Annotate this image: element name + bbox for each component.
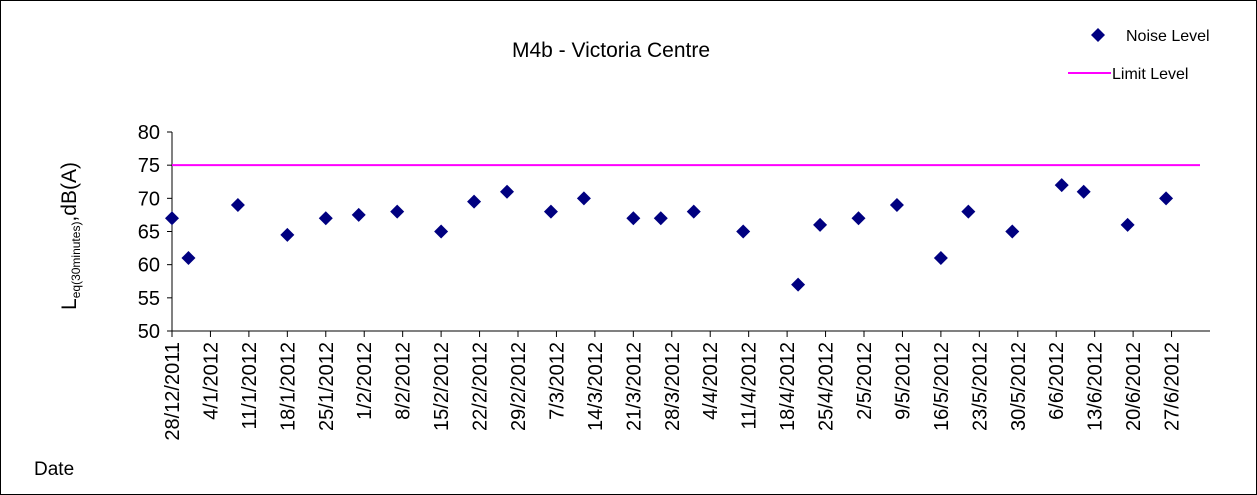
x-tick-label: 11/1/2012 — [239, 342, 261, 430]
noise-level-point — [686, 204, 701, 219]
x-tick-label: 20/6/2012 — [1123, 342, 1145, 431]
noise-level-point — [791, 277, 806, 292]
x-tick-label: 8/2/2012 — [393, 342, 415, 420]
y-tick-label: 50 — [138, 321, 160, 343]
noise-level-point — [181, 251, 196, 266]
noise-level-point — [351, 207, 366, 222]
chart-title: M4b - Victoria Centre — [512, 39, 710, 62]
noise-level-point — [1054, 178, 1069, 193]
noise-level-point — [165, 211, 179, 226]
noise-level-point — [576, 191, 591, 206]
noise-level-point — [500, 184, 515, 199]
x-tick-label: 11/4/2012 — [739, 342, 761, 430]
legend-noise-level-label: Noise Level — [1126, 28, 1210, 45]
y-tick-label: 80 — [138, 122, 160, 144]
x-tick-label: 9/5/2012 — [892, 342, 914, 420]
noise-level-point — [626, 211, 641, 226]
x-tick-label: 16/5/2012 — [931, 342, 953, 431]
y-ticks: 50 55 60 65 70 75 80 — [138, 122, 172, 343]
x-tick-label: 13/6/2012 — [1085, 342, 1107, 431]
y-tick-label: 55 — [138, 288, 160, 310]
noise-level-point — [318, 211, 333, 226]
x-tick-label: 25/1/2012 — [316, 342, 338, 431]
x-tick-label: 14/3/2012 — [585, 342, 607, 431]
noise-level-point — [280, 227, 295, 242]
series — [165, 164, 1200, 292]
x-tick-label: 27/6/2012 — [1162, 342, 1184, 431]
x-ticks: 28/12/2011 4/1/2012 11/1/2012 18/1/2012 25/1… — [162, 331, 1184, 441]
x-tick-label: 22/2/2012 — [470, 342, 492, 431]
axes — [171, 132, 1210, 332]
x-tick-label: 1/2/2012 — [354, 342, 376, 420]
noise-level-point — [467, 194, 482, 209]
x-tick-label: 18/1/2012 — [277, 342, 299, 431]
x-tick-label: 21/3/2012 — [623, 342, 645, 431]
noise-level-point — [390, 204, 405, 219]
x-tick-label: 29/2/2012 — [508, 342, 530, 431]
y-tick-label: 75 — [138, 155, 160, 177]
noise-level-point — [851, 211, 866, 226]
noise-level-point — [1076, 184, 1091, 199]
x-tick-label: 2/5/2012 — [854, 342, 876, 420]
noise-level-point — [230, 197, 245, 212]
noise-level-point — [1120, 217, 1135, 232]
y-tick-label: 65 — [138, 222, 160, 244]
x-tick-label: 25/4/2012 — [816, 342, 838, 431]
x-tick-label: 23/5/2012 — [969, 342, 991, 431]
noise-level-point — [736, 224, 751, 239]
y-axis-label-subscript: eq(30minutes) — [69, 222, 83, 299]
y-tick-label: 60 — [138, 255, 160, 277]
x-axis-label: Date — [34, 459, 74, 480]
x-tick-label: 4/1/2012 — [200, 342, 222, 420]
legend: Noise Level Limit Level — [1068, 28, 1210, 83]
x-tick-label: 28/3/2012 — [662, 342, 684, 431]
x-tick-label: 7/3/2012 — [546, 342, 568, 420]
noise-level-point — [813, 217, 828, 232]
noise-level-point — [933, 251, 948, 266]
noise-level-point — [653, 211, 668, 226]
legend-noise-level-marker — [1091, 28, 1105, 42]
y-axis-label-unit: ,dB(A) — [58, 162, 81, 222]
noise-level-point — [889, 197, 904, 212]
noise-level-point — [543, 204, 558, 219]
noise-level-point — [1005, 224, 1020, 239]
noise-level-point — [434, 224, 449, 239]
x-tick-label: 15/2/2012 — [431, 342, 453, 431]
x-tick-label: 28/12/2011 — [162, 342, 184, 441]
x-tick-label: 18/4/2012 — [777, 342, 799, 431]
x-tick-label: 6/6/2012 — [1046, 342, 1068, 420]
y-axis-label: Leq(30minutes),dB(A) — [58, 162, 83, 310]
legend-limit-level-label: Limit Level — [1112, 66, 1188, 83]
y-axis-label-main: L — [58, 298, 81, 310]
y-tick-label: 70 — [138, 188, 160, 210]
x-tick-label: 30/5/2012 — [1008, 342, 1030, 431]
noise-level-point — [1159, 191, 1174, 206]
noise-level-point — [961, 204, 976, 219]
x-tick-label: 4/4/2012 — [700, 342, 722, 420]
